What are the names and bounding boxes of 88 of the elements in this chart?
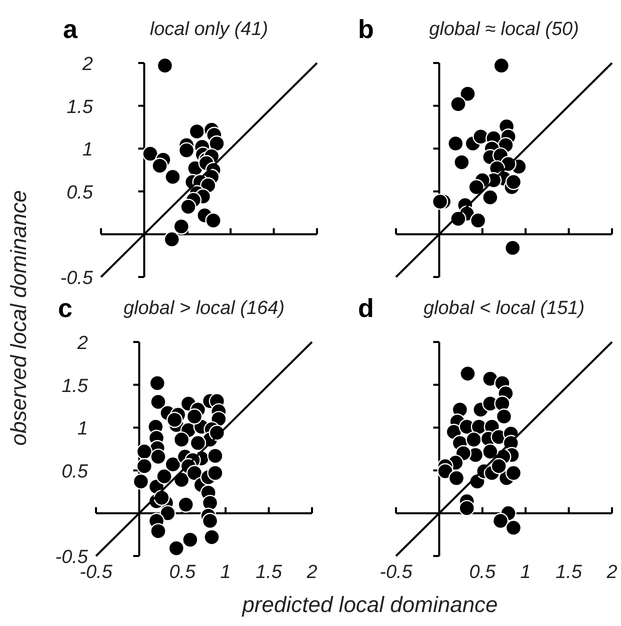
point bbox=[458, 500, 475, 516]
point bbox=[168, 540, 184, 556]
y-tick-label: 2 bbox=[76, 333, 88, 354]
point bbox=[208, 135, 225, 152]
point bbox=[186, 464, 203, 482]
x-tick-label: 1.5 bbox=[256, 562, 282, 583]
chart-title: global > local (164) bbox=[123, 298, 285, 319]
x-tick-label: 0.5 bbox=[169, 562, 196, 583]
point bbox=[178, 496, 194, 513]
point bbox=[136, 458, 152, 474]
point bbox=[136, 443, 152, 460]
point bbox=[164, 456, 181, 473]
text: d bbox=[358, 293, 374, 323]
point bbox=[437, 463, 454, 480]
point bbox=[156, 57, 174, 74]
point bbox=[164, 231, 180, 248]
point bbox=[454, 154, 470, 170]
point bbox=[494, 396, 510, 412]
y-tick-label: 2 bbox=[81, 54, 94, 75]
point bbox=[188, 123, 206, 140]
x-tick-label: 0.5 bbox=[469, 562, 496, 583]
point bbox=[432, 194, 448, 210]
chart-title: global ≈ local (50) bbox=[429, 19, 579, 40]
text: a bbox=[63, 14, 78, 44]
y-axis-title: observed local dominance bbox=[6, 190, 31, 446]
point bbox=[150, 523, 166, 540]
x-tick-label: -0.5 bbox=[380, 562, 413, 583]
point bbox=[505, 174, 522, 190]
y-tick-label: 1.5 bbox=[62, 376, 88, 397]
point bbox=[493, 57, 510, 74]
x-tick-label: 1.5 bbox=[556, 562, 582, 583]
point bbox=[460, 86, 476, 102]
point bbox=[466, 431, 482, 448]
point bbox=[505, 520, 522, 536]
point bbox=[150, 448, 166, 465]
point bbox=[482, 189, 498, 206]
y-tick-label: -0.5 bbox=[55, 547, 88, 568]
y-tick-label: 1 bbox=[82, 140, 93, 161]
point bbox=[164, 168, 181, 185]
text: c bbox=[58, 293, 72, 323]
point bbox=[450, 96, 466, 112]
y-tick-label: 0.5 bbox=[62, 461, 88, 482]
point bbox=[186, 408, 203, 425]
point bbox=[482, 370, 498, 387]
point bbox=[448, 470, 465, 486]
chart-title: global < local (151) bbox=[423, 298, 585, 319]
point bbox=[460, 366, 476, 382]
point bbox=[204, 529, 220, 546]
point bbox=[496, 408, 512, 425]
point bbox=[152, 158, 168, 174]
x-tick-label: 2 bbox=[606, 562, 618, 583]
point bbox=[190, 434, 206, 452]
x-tick-label: 2 bbox=[306, 562, 318, 583]
point bbox=[504, 240, 521, 256]
chart-title: local only (41) bbox=[150, 19, 268, 40]
point bbox=[173, 218, 190, 235]
point bbox=[470, 212, 486, 229]
point bbox=[142, 146, 158, 162]
point bbox=[180, 198, 196, 215]
point bbox=[472, 128, 489, 145]
y-tick-label: -0.5 bbox=[60, 268, 94, 289]
point bbox=[207, 448, 224, 464]
point bbox=[205, 212, 222, 229]
point bbox=[505, 464, 522, 482]
point bbox=[166, 412, 183, 428]
point bbox=[149, 374, 166, 392]
point bbox=[182, 532, 198, 548]
point bbox=[202, 494, 218, 512]
y-tick-label: 0.5 bbox=[66, 182, 94, 204]
point bbox=[468, 179, 484, 196]
point bbox=[207, 464, 224, 482]
point bbox=[132, 473, 150, 490]
point bbox=[492, 512, 509, 530]
point bbox=[160, 505, 176, 522]
y-tick-label: 1.5 bbox=[66, 96, 94, 118]
x-axis-title: predicted local dominance bbox=[241, 592, 498, 617]
x-tick-label: 1 bbox=[220, 562, 231, 583]
point bbox=[156, 468, 172, 484]
point bbox=[490, 458, 507, 474]
point bbox=[202, 512, 218, 530]
point bbox=[178, 142, 195, 158]
x-tick-label: 1 bbox=[520, 562, 531, 583]
point bbox=[173, 431, 190, 448]
point bbox=[482, 443, 498, 460]
point bbox=[150, 394, 166, 410]
y-tick-label: 1 bbox=[77, 418, 88, 440]
text: b bbox=[358, 14, 374, 44]
point bbox=[448, 135, 464, 152]
